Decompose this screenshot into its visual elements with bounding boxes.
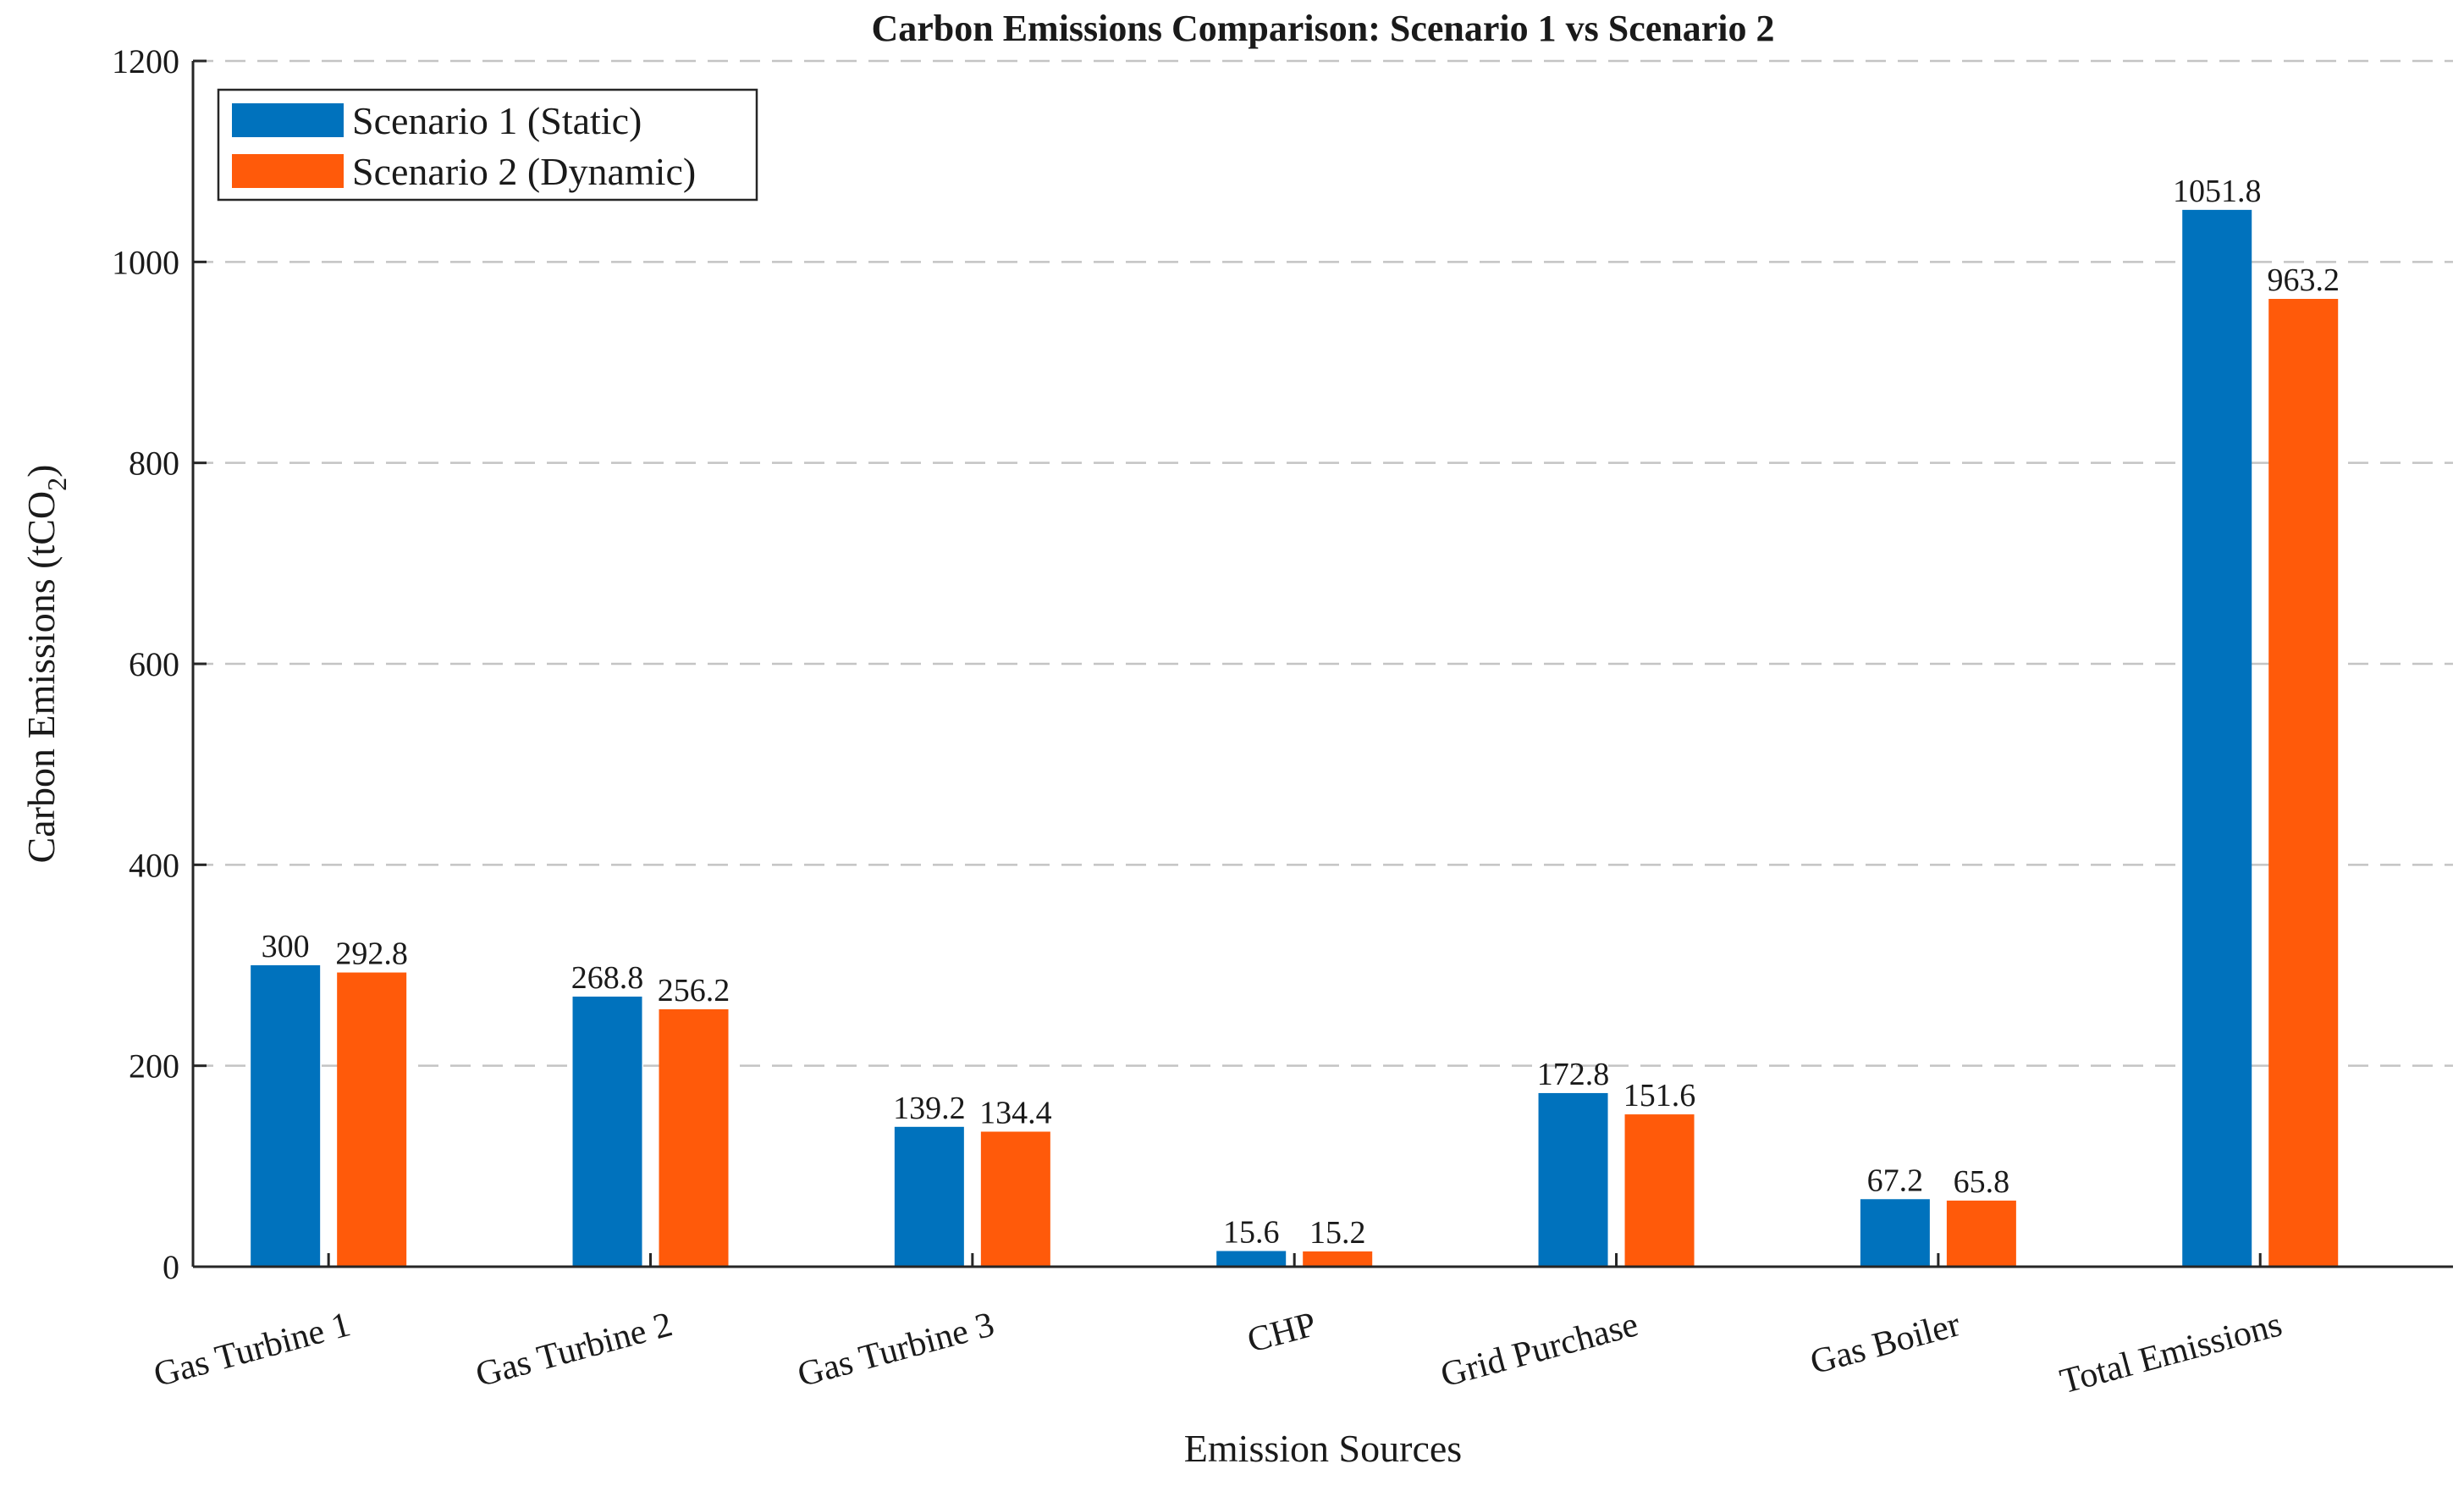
data-label: 256.2 — [658, 973, 730, 1008]
data-label: 67.2 — [1867, 1163, 1924, 1198]
bar-series-1-gas-turbine-1 — [251, 965, 321, 1267]
data-label: 151.6 — [1623, 1078, 1696, 1113]
x-tick-labels: Gas Turbine 1 Gas Turbine 2 Gas Turbine 3 C… — [150, 1253, 2286, 1401]
x-tick-label: Gas Turbine 1 — [150, 1305, 355, 1395]
x-tick-label: Gas Turbine 3 — [794, 1305, 999, 1395]
legend-label-scenario-2: Scenario 2 (Dynamic) — [352, 150, 696, 193]
bar-series-2-gas-boiler — [1946, 1200, 2016, 1267]
data-label: 963.2 — [2267, 262, 2340, 298]
bar-series-1-gas-turbine-3 — [894, 1126, 964, 1267]
bar-series-2-chp — [1303, 1251, 1373, 1267]
data-label: 134.4 — [979, 1096, 1052, 1131]
grid-lines — [193, 59, 2453, 1067]
bar-series-1-total-emissions — [2182, 209, 2252, 1267]
x-tick-label: Grid Purchase — [1436, 1305, 1642, 1395]
data-label: 1051.8 — [2173, 174, 2262, 209]
y-tick-label: 0 — [163, 1248, 179, 1286]
y-tick-label: 400 — [129, 846, 179, 884]
legend: Scenario 1 (Static) Scenario 2 (Dynamic) — [217, 88, 758, 202]
bars — [251, 209, 2339, 1267]
data-label: 300 — [262, 929, 310, 964]
bar-series-2-grid-purchase — [1624, 1114, 1695, 1267]
x-tick-label: Gas Boiler — [1806, 1305, 1965, 1382]
bar-series-1-gas-boiler — [1860, 1199, 1930, 1267]
data-labels: 300 292.8 268.8 256.2 139.2 134.4 15.6 15.2 172.… — [262, 174, 2340, 1251]
y-axis-label-main: Carbon Emissions (tCO — [19, 491, 63, 864]
y-tick-label: 1200 — [112, 42, 179, 80]
y-tick-label: 200 — [129, 1047, 179, 1085]
bar-series-1-grid-purchase — [1538, 1092, 1608, 1267]
legend-label-scenario-1: Scenario 1 (Static) — [352, 99, 642, 142]
y-axis-label-subscript: 2 — [41, 478, 72, 491]
data-label: 15.2 — [1309, 1215, 1366, 1251]
bar-series-2-total-emissions — [2268, 299, 2339, 1267]
data-label: 292.8 — [335, 936, 408, 972]
bar-series-1-gas-turbine-2 — [572, 997, 642, 1267]
bar-series-1-chp — [1216, 1251, 1287, 1267]
data-label: 65.8 — [1954, 1164, 2010, 1200]
bar-series-2-gas-turbine-1 — [337, 972, 407, 1267]
chart-title: Carbon Emissions Comparison: Scenario 1 … — [871, 8, 1774, 49]
x-tick-label: Gas Turbine 2 — [471, 1305, 676, 1395]
data-label: 172.8 — [1537, 1057, 1610, 1092]
x-tick-label: CHP — [1243, 1305, 1320, 1361]
bar-series-2-gas-turbine-3 — [980, 1131, 1050, 1267]
y-tick-label: 600 — [129, 645, 179, 683]
legend-swatch-scenario-1 — [232, 103, 344, 137]
x-tick-label: Total Emissions — [2056, 1305, 2286, 1401]
y-tick-label: 1000 — [112, 243, 179, 281]
y-axis-label: Carbon Emissions (tCO2) — [19, 465, 72, 864]
data-label: 15.6 — [1223, 1214, 1280, 1250]
data-label: 139.2 — [893, 1091, 966, 1126]
y-tick-label: 800 — [129, 445, 179, 483]
data-label: 268.8 — [571, 960, 644, 996]
y-axis-label-suffix: ) — [19, 465, 63, 478]
legend-swatch-scenario-2 — [232, 154, 344, 188]
y-tick-labels: 0 200 400 600 800 1000 1200 — [112, 42, 207, 1286]
bar-series-2-gas-turbine-2 — [659, 1008, 729, 1267]
x-axis-label: Emission Sources — [1184, 1427, 1462, 1470]
